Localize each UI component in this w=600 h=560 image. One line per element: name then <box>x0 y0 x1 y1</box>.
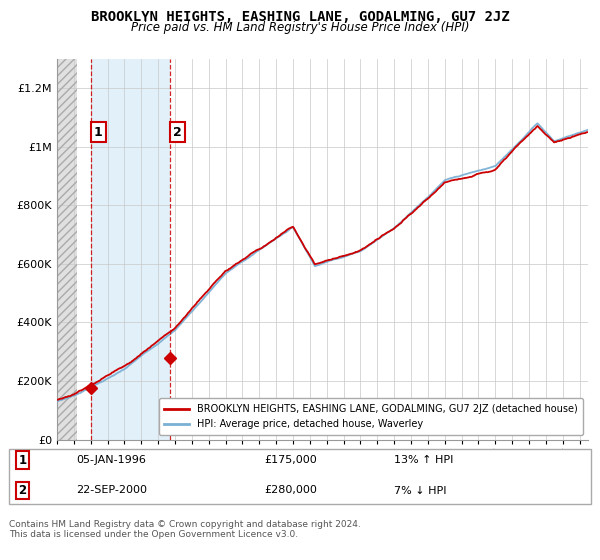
Text: £280,000: £280,000 <box>265 486 317 496</box>
Text: Contains HM Land Registry data © Crown copyright and database right 2024.
This d: Contains HM Land Registry data © Crown c… <box>9 520 361 539</box>
Bar <box>57 59 77 440</box>
Text: 1: 1 <box>19 454 26 466</box>
Text: Price paid vs. HM Land Registry's House Price Index (HPI): Price paid vs. HM Land Registry's House … <box>131 21 469 34</box>
Text: 7% ↓ HPI: 7% ↓ HPI <box>394 486 446 496</box>
Text: BROOKLYN HEIGHTS, EASHING LANE, GODALMING, GU7 2JZ: BROOKLYN HEIGHTS, EASHING LANE, GODALMIN… <box>91 10 509 24</box>
Bar <box>91 59 170 440</box>
Text: 1: 1 <box>94 125 103 138</box>
Text: 05-JAN-1996: 05-JAN-1996 <box>77 455 146 465</box>
Text: 2: 2 <box>19 484 26 497</box>
Legend: BROOKLYN HEIGHTS, EASHING LANE, GODALMING, GU7 2JZ (detached house), HPI: Averag: BROOKLYN HEIGHTS, EASHING LANE, GODALMIN… <box>158 398 583 435</box>
Text: £175,000: £175,000 <box>265 455 317 465</box>
Text: 13% ↑ HPI: 13% ↑ HPI <box>394 455 454 465</box>
Text: 22-SEP-2000: 22-SEP-2000 <box>77 486 148 496</box>
FancyBboxPatch shape <box>9 449 591 505</box>
Text: 2: 2 <box>173 125 182 138</box>
Bar <box>57 59 77 440</box>
